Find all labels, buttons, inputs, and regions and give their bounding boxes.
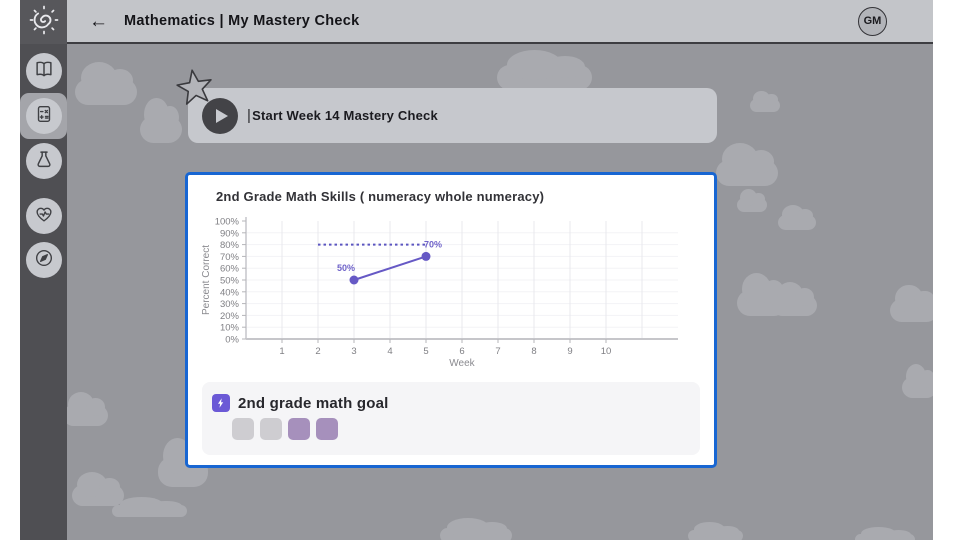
svg-text:20%: 20%	[220, 311, 240, 322]
goal-square	[232, 418, 254, 440]
start-mastery-check-button[interactable]: |Start Week 14 Mastery Check	[188, 88, 717, 143]
svg-text:100%: 100%	[215, 217, 240, 228]
svg-text:Week: Week	[449, 358, 475, 369]
cloud-decoration	[772, 282, 817, 316]
sidebar-item-math[interactable]	[20, 93, 67, 139]
svg-text:Percent Correct: Percent Correct	[201, 245, 212, 315]
cloud-decoration	[497, 50, 592, 90]
svg-text:10%: 10%	[220, 323, 240, 334]
cloud-decoration	[688, 522, 743, 540]
svg-text:9: 9	[567, 346, 572, 357]
goal-row[interactable]: 2nd grade math goal	[202, 382, 700, 455]
mastery-check-label: |Start Week 14 Mastery Check	[247, 107, 438, 124]
sidebar-nav	[20, 44, 67, 282]
svg-text:30%: 30%	[220, 299, 240, 310]
play-icon[interactable]	[202, 97, 238, 134]
cloud-decoration	[75, 61, 137, 105]
text-cursor: |	[247, 107, 252, 124]
cloud-decoration	[902, 364, 933, 398]
svg-text:3: 3	[351, 346, 356, 357]
svg-text:10: 10	[601, 346, 612, 357]
sidebar-item-explore[interactable]	[20, 238, 67, 282]
spiral-sun-logo-icon	[29, 5, 59, 40]
app-frame: ← Mathematics | My Mastery Check GM	[20, 0, 933, 540]
svg-text:70%: 70%	[424, 239, 442, 249]
cloud-decoration	[716, 142, 778, 186]
content: |Start Week 14 Mastery Check 2nd Grade M…	[67, 44, 933, 540]
sidebar-item-science[interactable]	[20, 139, 67, 183]
svg-text:8: 8	[531, 346, 536, 357]
page-title: Mathematics | My Mastery Check	[124, 13, 360, 29]
lightning-bolt-icon	[212, 394, 230, 412]
mastery-line-chart: 0% 10% 20% 30% 40% 50% 60% 70% 80% 90% 100% 1 2 3 4 5 6 7…	[197, 211, 702, 374]
svg-text:2: 2	[315, 346, 320, 357]
compass-icon	[33, 247, 55, 274]
cloud-decoration	[72, 472, 124, 506]
svg-text:0%: 0%	[225, 335, 239, 346]
cloud-decoration	[140, 98, 182, 143]
svg-text:4: 4	[387, 346, 392, 357]
svg-text:1: 1	[279, 346, 284, 357]
star-icon	[172, 63, 219, 114]
svg-text:90%: 90%	[220, 228, 240, 239]
svg-text:7: 7	[495, 346, 500, 357]
cloud-decoration	[750, 90, 780, 112]
goal-title: 2nd grade math goal	[238, 394, 389, 412]
goal-progress-squares	[232, 418, 700, 440]
goal-square	[260, 418, 282, 440]
svg-text:50%: 50%	[220, 276, 240, 287]
flask-icon	[33, 148, 55, 175]
svg-text:70%: 70%	[220, 252, 240, 263]
svg-text:80%: 80%	[220, 240, 240, 251]
cloud-decoration	[440, 517, 512, 540]
sidebar-item-library[interactable]	[20, 49, 67, 93]
app-logo[interactable]	[20, 0, 67, 44]
main-area: ← Mathematics | My Mastery Check GM	[67, 0, 933, 540]
cloud-decoration	[737, 188, 767, 212]
svg-text:50%: 50%	[337, 263, 355, 273]
skills-chart-card: 2nd Grade Math Skills ( numeracy whole n…	[185, 172, 717, 468]
svg-text:60%: 60%	[220, 264, 240, 275]
chart-title: 2nd Grade Math Skills ( numeracy whole n…	[216, 189, 545, 204]
open-book-icon	[33, 58, 55, 85]
sidebar-item-wellness[interactable]	[20, 194, 67, 238]
header: ← Mathematics | My Mastery Check GM	[67, 0, 933, 44]
cloud-decoration	[67, 392, 108, 426]
goal-square	[288, 418, 310, 440]
goal-square	[316, 418, 338, 440]
cloud-decoration	[855, 527, 915, 540]
svg-text:40%: 40%	[220, 287, 240, 298]
svg-text:6: 6	[459, 346, 464, 357]
calculator-icon	[33, 103, 55, 130]
chart-svg: 0%10%20%30%40%50%60%70%80%90%100%1 2 3 4 5 6 7…	[201, 217, 678, 369]
sidebar	[20, 0, 67, 540]
heart-pulse-icon	[33, 203, 55, 230]
svg-text:5: 5	[423, 346, 428, 357]
cloud-decoration	[890, 284, 933, 322]
avatar[interactable]: GM	[858, 6, 887, 36]
cloud-decoration	[112, 497, 187, 517]
cloud-decoration	[778, 204, 816, 230]
back-arrow-icon[interactable]: ←	[89, 10, 108, 32]
